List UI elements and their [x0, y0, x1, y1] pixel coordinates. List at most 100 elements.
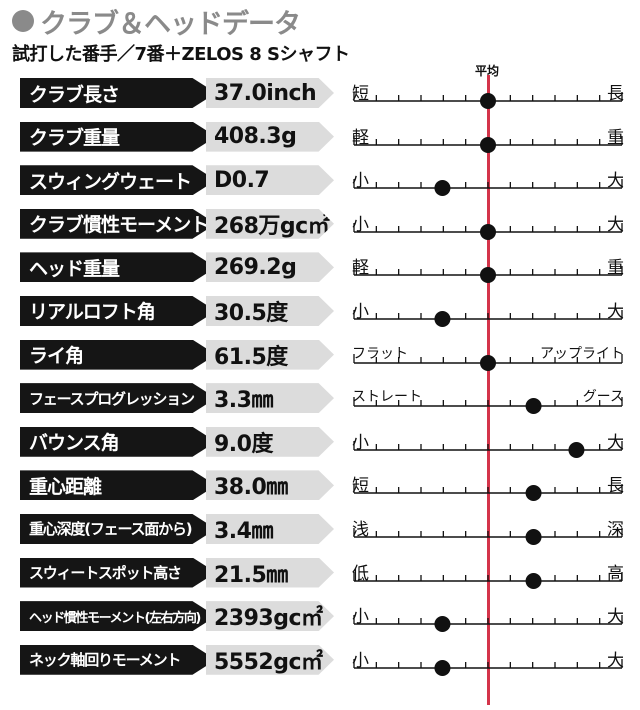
data-rows: クラブ長さ 37.0inch 短長クラブ重量 408.3g 軽重スウィングウェート D0.…: [0, 75, 640, 685]
scale-graphic: [353, 527, 623, 545]
row-label-box: クラブ重量: [20, 121, 216, 152]
row-value-box: 3.4㎜: [206, 513, 334, 544]
scale-left-label: 小: [352, 650, 369, 671]
value-marker: [480, 223, 496, 240]
row-value: 61.5度: [214, 344, 288, 370]
scale-left-label: 小: [352, 214, 369, 235]
row-value: 408.3g: [214, 124, 297, 150]
scale-left-label: フラット: [352, 345, 408, 362]
scale-graphic: [353, 309, 623, 327]
row-scale: ストレート グース: [352, 380, 624, 423]
row-label-box: スウィートスポット高さ: [20, 557, 216, 588]
row-label: リアルロフト角: [29, 301, 156, 324]
data-row: リアルロフト角 30.5度小大: [0, 293, 640, 337]
scale-graphic: [353, 222, 623, 240]
value-marker: [525, 572, 542, 589]
scale-graphic: [353, 658, 623, 676]
row-value: 38.0㎜: [214, 475, 288, 501]
scale-right-label: グース: [582, 389, 624, 406]
average-label: 平均: [475, 64, 500, 78]
row-label: フェースプログレッション: [29, 389, 195, 408]
data-row: ライ角 61.5度 フラット アップライト: [0, 337, 640, 381]
row-value: 21.5㎜: [214, 562, 288, 588]
value-marker: [525, 485, 542, 502]
value-marker: [525, 398, 542, 415]
scale-left-label: ストレート: [352, 389, 422, 406]
row-value: 269.2g: [214, 254, 297, 280]
row-value-box: 2393gc㎡: [206, 601, 334, 632]
scale-left-label: 小: [352, 301, 369, 322]
row-label: クラブ長さ: [29, 83, 120, 106]
scale-left-label: 小: [352, 607, 369, 628]
row-value-box: 61.5度: [206, 339, 334, 370]
value-marker: [480, 267, 496, 284]
average-line: [487, 75, 490, 705]
value-marker: [434, 659, 451, 676]
row-label-box: ライ角: [20, 339, 216, 370]
scale-right-label: 大: [607, 301, 624, 322]
value-marker: [434, 180, 451, 197]
row-label-box: フェースプログレッション: [20, 383, 216, 414]
page-title: クラブ＆ヘッドデータ: [40, 8, 301, 40]
row-scale: 小大: [352, 598, 624, 641]
header: クラブ＆ヘッドデータ 試打した番手／7番＋ZELOS 8 Sシャフト: [12, 4, 632, 66]
row-scale: 小大: [352, 293, 624, 336]
row-label: クラブ重量: [29, 127, 120, 150]
row-scale: 短長: [352, 75, 624, 118]
scale-graphic: [353, 484, 623, 502]
scale-graphic: [353, 440, 623, 458]
row-label-box: ヘッド慣性モーメント(左右方向): [20, 601, 216, 632]
row-value-box: 9.0度: [206, 426, 334, 457]
page-subtitle: 試打した番手／7番＋ZELOS 8 Sシャフト: [12, 44, 350, 65]
row-label-box: 重心距離: [20, 470, 216, 501]
row-value-box: 408.3g: [206, 121, 334, 152]
row-value: 3.4㎜: [214, 518, 273, 544]
row-value: 30.5度: [214, 300, 288, 326]
scale-graphic: [353, 179, 623, 197]
row-value: 268万gc㎡: [214, 213, 330, 239]
row-value-box: D0.7: [206, 165, 334, 196]
row-label-box: リアルロフト角: [20, 295, 216, 326]
scale-right-label: 重: [607, 258, 624, 279]
row-label: ライ角: [29, 345, 84, 368]
row-scale: 小大: [352, 206, 624, 249]
row-value: 9.0度: [214, 431, 273, 457]
row-label: バウンス角: [29, 432, 120, 455]
scale-right-label: 高: [607, 563, 624, 584]
row-scale: 低高: [352, 555, 624, 598]
scale-left-label: 軽: [352, 258, 369, 279]
row-label-box: ネック軸回りモーメント: [20, 644, 216, 675]
value-marker: [434, 616, 451, 633]
scale-left-label: 小: [352, 171, 369, 192]
scale-left-label: 軽: [352, 127, 369, 148]
scale-left-label: 小: [352, 432, 369, 453]
scale-graphic: [353, 135, 623, 153]
data-row: ヘッド重量 269.2g 軽重: [0, 249, 640, 293]
value-marker: [568, 441, 585, 458]
row-value-box: 30.5度: [206, 295, 334, 326]
scale-right-label: 深: [607, 519, 624, 540]
scale-right-label: 大: [607, 214, 624, 235]
data-row: バウンス角 9.0度小大: [0, 424, 640, 468]
value-marker: [480, 93, 496, 109]
row-label: ネック軸回りモーメント: [29, 651, 181, 670]
title-row: クラブ＆ヘッドデータ: [12, 4, 632, 40]
scale-right-label: 長: [607, 84, 624, 104]
scale-left-label: 短: [352, 84, 369, 104]
row-value-box: 269.2g: [206, 252, 334, 283]
scale-right-label: 大: [607, 650, 624, 671]
row-scale: 軽重: [352, 119, 624, 162]
row-value-box: 38.0㎜: [206, 470, 334, 501]
row-label-box: バウンス角: [20, 426, 216, 457]
scale-graphic: [353, 266, 623, 284]
value-marker: [480, 354, 496, 371]
row-scale: 浅深: [352, 511, 624, 554]
scale-right-label: 大: [607, 171, 624, 192]
row-value: 37.0inch: [214, 80, 317, 106]
data-row: フェースプログレッション 3.3㎜ ストレート グース: [0, 380, 640, 424]
row-value-box: 37.0inch: [206, 78, 334, 108]
